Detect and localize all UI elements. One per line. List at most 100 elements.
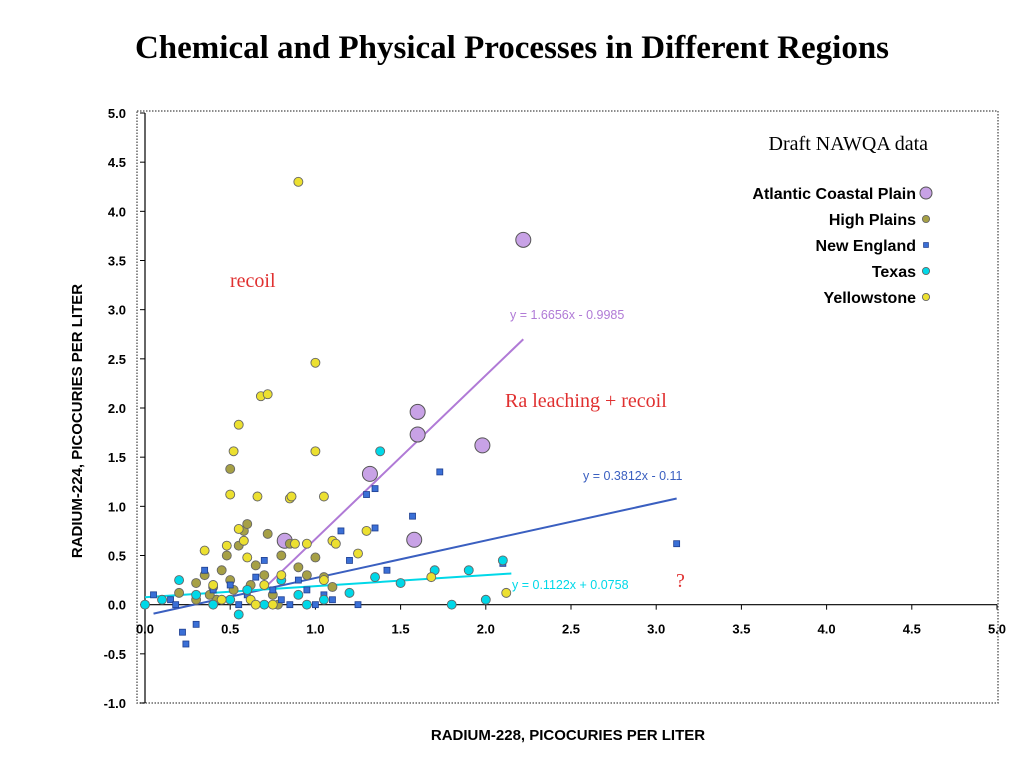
data-point <box>233 609 244 620</box>
data-point <box>361 525 372 536</box>
data-point <box>277 596 285 604</box>
x-tick-label: 5.0 <box>988 622 1006 637</box>
legend-label-2: New England <box>816 238 916 255</box>
x-tick-label: 2.5 <box>562 622 580 637</box>
data-point <box>201 566 209 574</box>
data-point <box>233 419 244 430</box>
tick-labels: 0.0 0.5 1.0 1.5 2.0 2.5 3.0 3.5 4.0 4.5 5.0 5.0 4.5 4… <box>104 106 1006 711</box>
trendline-equations: y = 1.6656x - 0.9985 y = 0.3812x - 0.11 y … <box>510 308 683 592</box>
annotation-question-mark: ? <box>676 570 685 592</box>
data-point <box>286 491 297 502</box>
legend-marker-3 <box>921 266 931 276</box>
data-point <box>310 552 321 563</box>
data-point <box>140 599 150 610</box>
data-point <box>262 528 273 539</box>
data-point <box>225 464 236 474</box>
data-point <box>463 565 474 576</box>
y-tick-label: 1.0 <box>108 499 126 514</box>
data-point <box>267 599 278 610</box>
data-point <box>242 584 253 595</box>
data-point <box>406 531 423 548</box>
data-point <box>361 465 378 482</box>
data-point <box>293 176 304 187</box>
data-point <box>474 437 491 454</box>
series-high-plains <box>174 464 338 610</box>
data-point <box>252 491 263 502</box>
data-point <box>363 491 370 498</box>
annotation-recoil: recoil <box>230 270 276 292</box>
data-point <box>233 524 244 534</box>
data-point <box>191 589 202 600</box>
legend-label-4: Yellowstone <box>824 290 917 307</box>
data-point <box>167 596 174 604</box>
y-axis-title: RADIUM-224, PICOCURIES PER LITER <box>69 284 86 558</box>
data-point <box>330 538 341 549</box>
data-point <box>353 548 363 559</box>
data-point <box>409 426 426 443</box>
legend-marker-4 <box>921 292 931 302</box>
data-point <box>269 586 277 594</box>
data-point <box>294 576 302 584</box>
data-point <box>250 599 261 610</box>
data-points <box>140 176 681 648</box>
data-point <box>150 591 157 599</box>
data-point <box>515 231 532 248</box>
y-tick-label: -0.5 <box>104 647 126 662</box>
data-point <box>327 582 338 592</box>
data-point <box>303 586 311 594</box>
legend-marker-0 <box>919 186 933 200</box>
x-tick-label: 4.5 <box>903 622 921 637</box>
y-tick-label: 4.0 <box>108 204 126 219</box>
data-point <box>235 601 243 609</box>
series-yellowstone <box>199 176 512 610</box>
data-point <box>276 550 287 561</box>
data-point <box>192 620 200 628</box>
data-point <box>225 594 236 605</box>
data-point <box>480 594 491 605</box>
data-point <box>383 566 391 574</box>
legend-label-1: High Plains <box>829 212 916 229</box>
data-point <box>259 599 270 610</box>
data-point <box>228 446 239 457</box>
data-point <box>409 512 416 520</box>
slide-title: Chemical and Physical Processes in Diffe… <box>134 30 890 66</box>
data-point <box>395 578 406 588</box>
data-point <box>259 580 270 590</box>
data-point <box>318 491 329 502</box>
data-point <box>318 594 329 605</box>
legend: Atlantic Coastal Plain High Plains New Eng… <box>752 186 933 307</box>
x-tick-label: 1.5 <box>392 622 410 637</box>
plot-frame <box>136 110 999 704</box>
x-tick-label: 3.5 <box>732 622 750 637</box>
data-point <box>179 628 186 636</box>
y-tick-label: 3.5 <box>108 254 126 269</box>
data-point <box>208 580 219 590</box>
x-tick-label: 0.5 <box>221 622 239 637</box>
data-point <box>409 403 426 420</box>
legend-label-3: Texas <box>872 264 916 281</box>
data-point <box>344 587 355 598</box>
series-texas <box>140 446 508 620</box>
series-new-england <box>150 468 681 648</box>
series-atlantic-coastal-plain <box>276 231 532 549</box>
data-point <box>221 540 232 551</box>
legend-marker-1 <box>921 214 931 224</box>
y-tick-label: 3.0 <box>108 303 126 318</box>
data-point <box>337 527 345 535</box>
data-point <box>301 599 312 610</box>
data-point <box>310 446 321 457</box>
data-point <box>446 599 457 610</box>
y-tick-label: 5.0 <box>108 106 126 121</box>
annotation-ra-leaching-recoil: Ra leaching + recoil <box>505 390 667 412</box>
trendline-equation-1: y = 0.3812x - 0.11 <box>583 469 683 483</box>
x-tick-label: 0.0 <box>136 622 154 637</box>
data-point <box>290 538 300 549</box>
y-tick-label: 1.5 <box>108 450 126 465</box>
data-point <box>242 552 253 563</box>
x-axis-title: RADIUM-228, PICOCURIES PER LITER <box>431 727 705 744</box>
data-point <box>354 601 362 609</box>
data-point <box>301 570 312 581</box>
x-tick-label: 4.0 <box>818 622 836 637</box>
data-point <box>259 570 270 581</box>
y-tick-label: 2.5 <box>108 352 126 367</box>
